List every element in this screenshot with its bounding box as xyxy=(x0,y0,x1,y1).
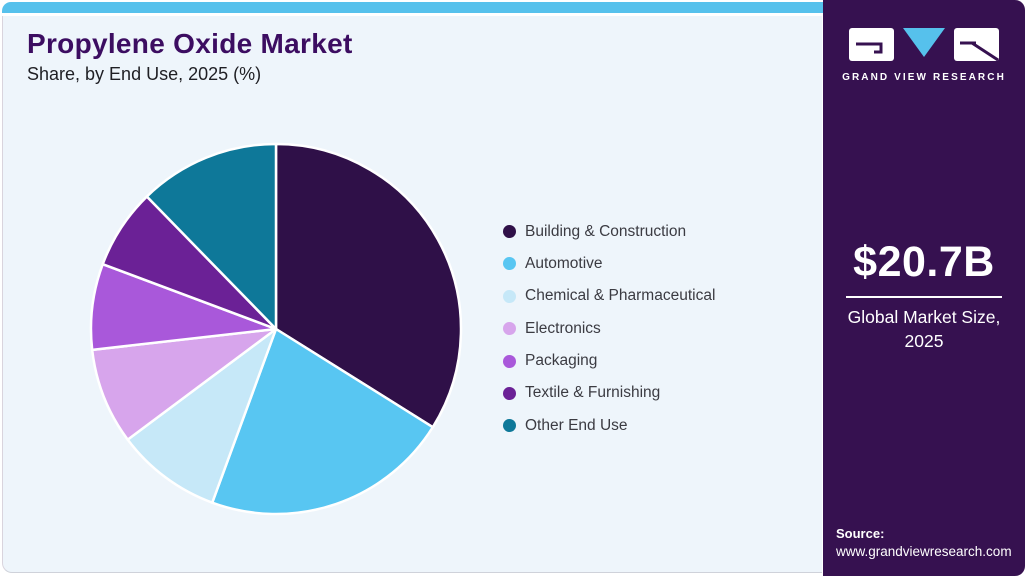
source-url: www.grandviewresearch.com xyxy=(836,544,1012,559)
logo-v-icon xyxy=(903,28,945,57)
legend-swatch xyxy=(503,225,516,238)
legend-label: Electronics xyxy=(525,319,601,337)
legend-swatch xyxy=(503,322,516,336)
legend: Building & Construction Automotive Chemica… xyxy=(503,222,715,449)
divider-line xyxy=(846,296,1002,298)
pie-slice xyxy=(210,327,435,516)
legend-label: Automotive xyxy=(525,254,603,272)
market-size-label: Global Market Size, 2025 xyxy=(847,307,1001,351)
legend-item: Electronics xyxy=(503,319,715,338)
legend-item: Textile & Furnishing xyxy=(503,384,715,403)
legend-swatch xyxy=(503,386,516,400)
pie-slice xyxy=(145,142,278,331)
logo-r-icon xyxy=(954,28,999,62)
legend-label: Chemical & Pharmaceutical xyxy=(525,287,716,305)
legend-label: Other End Use xyxy=(525,416,628,434)
market-size-callout: $20.7B Global Market Size, 2025 xyxy=(823,238,1025,353)
chart-panel-background: Propylene Oxide Market Share, by End Use… xyxy=(2,16,822,573)
legend-swatch xyxy=(503,257,516,271)
brand-name: GRAND VIEW RESEARCH xyxy=(842,72,1006,83)
legend-item: Building & Construction xyxy=(503,222,715,241)
pie-slice xyxy=(90,327,278,441)
legend-item: Automotive xyxy=(503,254,715,273)
market-size-value: $20.7B xyxy=(853,238,995,286)
pie-slice xyxy=(274,142,463,429)
source-label: Source: xyxy=(836,526,885,541)
legend-label: Packaging xyxy=(525,352,598,370)
top-accent-bar xyxy=(2,2,823,13)
legend-swatch xyxy=(503,354,516,368)
logo-g-icon xyxy=(849,28,894,61)
chart-panel: Propylene Oxide Market Share, by End Use… xyxy=(2,2,823,573)
legend-label: Textile & Furnishing xyxy=(525,384,661,402)
page-title: Propylene Oxide Market xyxy=(27,28,353,59)
legend-swatch xyxy=(503,419,516,433)
pie-slice xyxy=(126,327,278,504)
source-attribution: Source: www.grandviewresearch.com xyxy=(836,526,1012,559)
legend-item: Packaging xyxy=(503,352,715,371)
legend-item: Other End Use xyxy=(503,416,715,435)
pie-chart xyxy=(89,142,463,516)
legend-label: Building & Construction xyxy=(525,222,687,240)
brand-logo: GRAND VIEW RESEARCH xyxy=(823,27,1025,83)
gvr-logo-icon xyxy=(849,28,999,62)
legend-item: Chemical & Pharmaceutical xyxy=(503,287,715,306)
page-subtitle: Share, by End Use, 2025 (%) xyxy=(27,64,262,84)
brand-panel: GRAND VIEW RESEARCH $20.7B Global Market… xyxy=(823,0,1025,576)
legend-swatch xyxy=(503,289,516,303)
